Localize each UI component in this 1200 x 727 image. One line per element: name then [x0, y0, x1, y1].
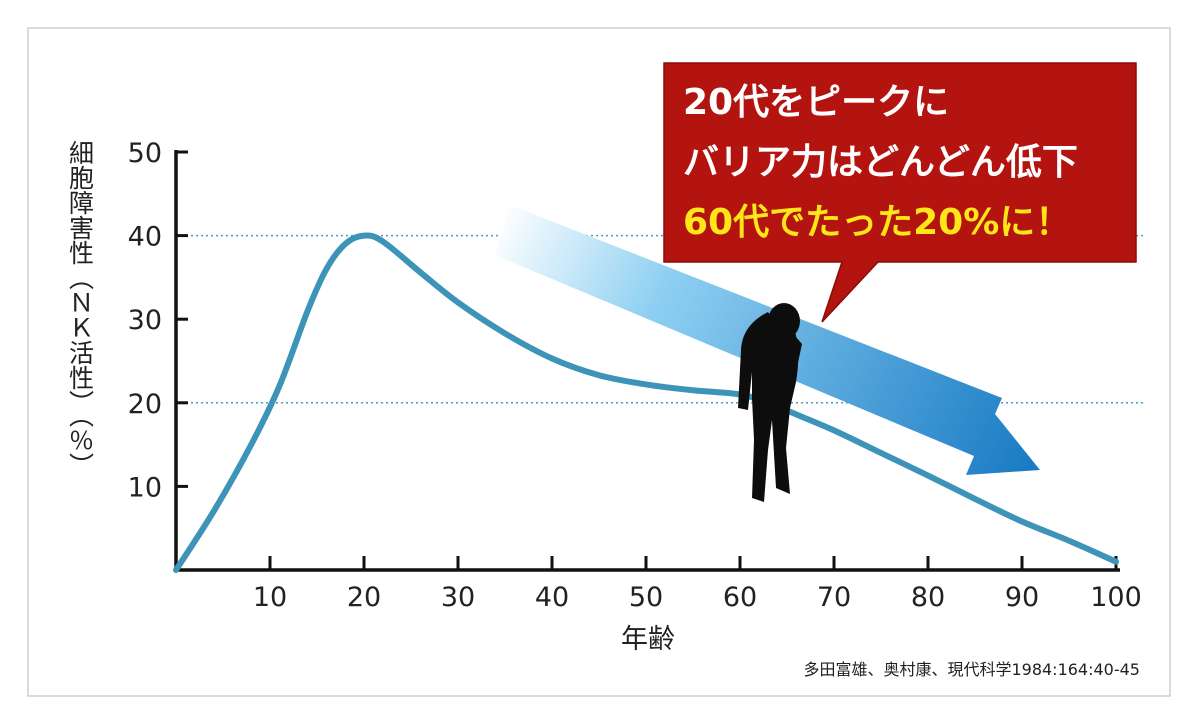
- y-tick-label: 20: [128, 389, 162, 420]
- x-tick-label: 80: [911, 582, 945, 613]
- x-tick-label: 40: [535, 582, 569, 613]
- x-axis-label: 年齢: [621, 624, 675, 655]
- x-tick-label: 100: [1090, 582, 1142, 613]
- source-citation: 多田富雄、奥村康、現代科学1984:164:40-45: [803, 660, 1140, 679]
- x-ticks: 10 20 30 40 50 60 70 80 90 100: [253, 556, 1142, 613]
- x-tick-label: 20: [347, 582, 381, 613]
- x-tick-label: 50: [629, 582, 663, 613]
- y-tick-label: 50: [128, 138, 162, 169]
- series-layer: [173, 232, 1119, 573]
- series-line: [173, 232, 1119, 573]
- callout-box: 20代をピークに バリア力はどんどん低下 60代でたった20%に！: [663, 62, 1137, 323]
- reference-lines: [176, 234, 1146, 404]
- callout-line-3: 60代でたった20%に！: [683, 202, 1071, 243]
- x-tick-label: 90: [1005, 582, 1039, 613]
- y-ticks: 10 20 30 40 50: [128, 138, 188, 503]
- axes: [174, 150, 1120, 572]
- x-tick-label: 10: [253, 582, 287, 613]
- x-tick-label: 30: [441, 582, 475, 613]
- callout-background: [663, 62, 1137, 323]
- callout-line-2: バリア力はどんどん低下: [683, 142, 1078, 183]
- y-tick-label: 40: [128, 222, 162, 253]
- person-silhouette-icon: [738, 303, 802, 502]
- y-tick-label: 30: [128, 305, 162, 336]
- callout-line-1: 20代をピークに: [683, 82, 949, 123]
- x-tick-label: 60: [723, 582, 757, 613]
- x-tick-label: 70: [817, 582, 851, 613]
- y-tick-label: 10: [128, 472, 162, 503]
- y-axis-label: 細胞障害性（ＮＫ活性）（％）: [66, 140, 95, 478]
